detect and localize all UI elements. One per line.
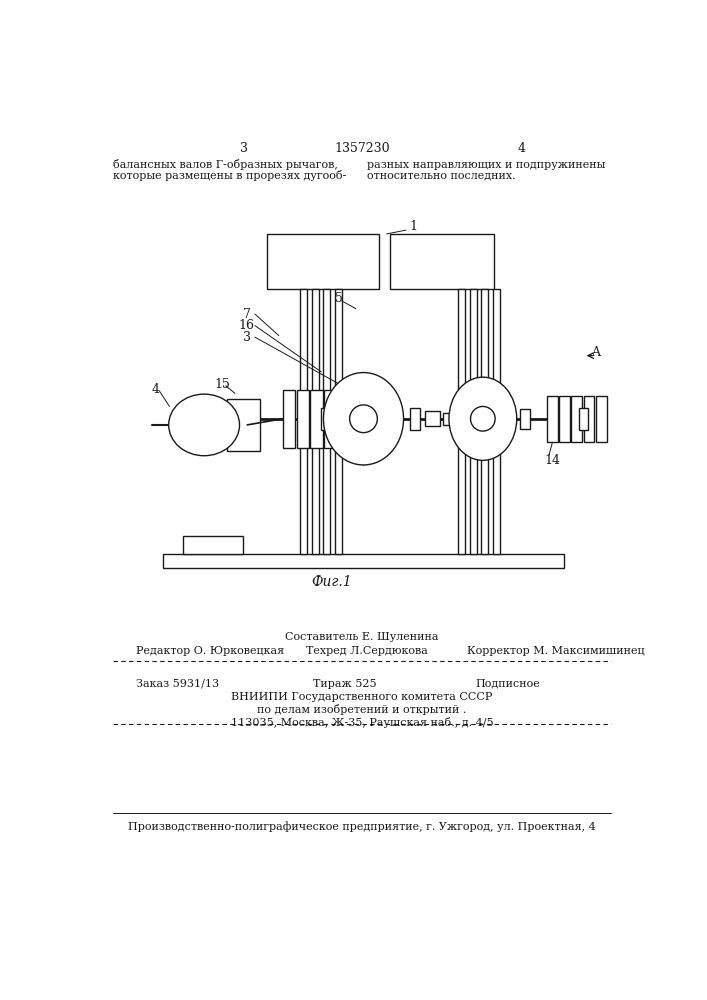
Text: 4: 4 bbox=[518, 142, 525, 155]
Text: Корректор М. Максимишинец: Корректор М. Максимишинец bbox=[467, 646, 645, 656]
Text: 113035, Москва, Ж-35, Раушская наб., д. 4/5: 113035, Москва, Ж-35, Раушская наб., д. … bbox=[230, 717, 493, 728]
Bar bbox=[324, 289, 330, 554]
Bar bbox=[338, 389, 351, 448]
Bar bbox=[312, 289, 319, 554]
Bar bbox=[325, 389, 337, 448]
Ellipse shape bbox=[324, 373, 404, 465]
Text: 3: 3 bbox=[240, 142, 248, 155]
Ellipse shape bbox=[471, 406, 495, 431]
Text: разных направляющих и подпружинены: разных направляющих и подпружинены bbox=[368, 160, 606, 170]
Bar bbox=[390, 234, 494, 289]
Text: 16: 16 bbox=[239, 319, 255, 332]
Bar bbox=[366, 389, 378, 448]
Bar bbox=[481, 289, 489, 554]
Bar bbox=[283, 389, 295, 448]
Bar bbox=[163, 554, 563, 568]
Bar bbox=[300, 289, 308, 554]
Bar bbox=[559, 396, 570, 442]
Text: Редактор О. Юрковецкая: Редактор О. Юрковецкая bbox=[136, 646, 284, 656]
Bar bbox=[425, 411, 440, 426]
Bar bbox=[267, 234, 379, 289]
Text: относительно последних.: относительно последних. bbox=[368, 170, 516, 180]
Text: 15: 15 bbox=[215, 378, 230, 391]
Text: Заказ 5931/13: Заказ 5931/13 bbox=[136, 679, 219, 689]
Text: Техред Л.Сердюкова: Техред Л.Сердюкова bbox=[305, 646, 428, 656]
Text: балансных валов Г-образных рычагов,: балансных валов Г-образных рычагов, bbox=[113, 159, 338, 170]
Bar bbox=[520, 409, 530, 429]
Text: 4: 4 bbox=[152, 383, 160, 396]
Text: 5: 5 bbox=[335, 292, 343, 305]
Bar bbox=[182, 536, 243, 554]
Bar bbox=[456, 409, 466, 429]
Bar bbox=[493, 289, 500, 554]
Ellipse shape bbox=[449, 377, 517, 460]
Bar bbox=[409, 408, 421, 430]
Bar bbox=[584, 396, 595, 442]
Bar bbox=[547, 396, 558, 442]
Bar bbox=[443, 413, 455, 425]
Text: 1357230: 1357230 bbox=[334, 142, 390, 155]
Text: Производственно-полиграфическое предприятие, г. Ужгород, ул. Проектная, 4: Производственно-полиграфическое предприя… bbox=[128, 821, 596, 832]
Bar bbox=[352, 389, 364, 448]
Text: Подписное: Подписное bbox=[475, 679, 540, 689]
Bar bbox=[458, 289, 465, 554]
Text: 14: 14 bbox=[544, 454, 561, 467]
Text: 1: 1 bbox=[409, 220, 418, 233]
Text: A: A bbox=[590, 346, 600, 359]
Text: которые размещены в прорезях дугооб-: которые размещены в прорезях дугооб- bbox=[113, 170, 346, 181]
Bar bbox=[469, 289, 477, 554]
Bar bbox=[579, 408, 588, 430]
Bar bbox=[335, 289, 342, 554]
Bar bbox=[571, 396, 582, 442]
Bar bbox=[596, 396, 607, 442]
Text: ВНИИПИ Государственного комитета СССР: ВНИИПИ Государственного комитета СССР bbox=[231, 692, 493, 702]
Ellipse shape bbox=[350, 405, 378, 433]
Text: Фиг.1: Фиг.1 bbox=[311, 575, 351, 589]
Bar bbox=[321, 408, 332, 430]
Bar bbox=[227, 399, 259, 451]
Bar bbox=[310, 389, 322, 448]
Bar bbox=[296, 389, 309, 448]
Ellipse shape bbox=[169, 394, 240, 456]
Text: Тираж 525: Тираж 525 bbox=[313, 679, 377, 689]
Text: 7: 7 bbox=[243, 308, 250, 321]
Text: Составитель Е. Шуленина: Составитель Е. Шуленина bbox=[285, 632, 439, 642]
Text: по делам изобретений и открытий .: по делам изобретений и открытий . bbox=[257, 704, 467, 715]
Text: 3: 3 bbox=[243, 331, 250, 344]
